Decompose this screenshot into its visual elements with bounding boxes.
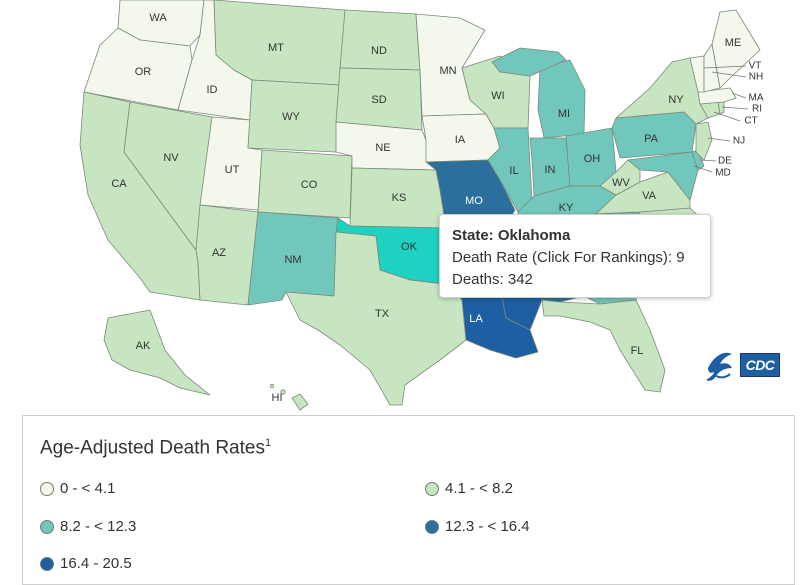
label-ma: MA bbox=[749, 93, 764, 104]
legend-item-3[interactable]: 12.3 - < 16.4 bbox=[425, 518, 530, 535]
legend-item-1[interactable]: 4.1 - < 8.2 bbox=[425, 480, 513, 497]
tooltip-title: State: Oklahoma bbox=[452, 227, 571, 244]
state-tooltip: State: Oklahoma Death Rate (Click For Ra… bbox=[439, 214, 711, 298]
legend-panel: Age-Adjusted Death Rates1 0 - < 4.1 4.1 … bbox=[22, 415, 795, 585]
state-nm[interactable] bbox=[247, 211, 339, 306]
state-pa[interactable] bbox=[611, 111, 697, 159]
state-ia[interactable] bbox=[421, 113, 501, 163]
state-co[interactable] bbox=[257, 149, 353, 219]
state-nd[interactable] bbox=[339, 9, 421, 71]
legend-label-3: 12.3 - < 16.4 bbox=[445, 518, 530, 535]
state-hi-island[interactable] bbox=[280, 389, 286, 395]
cdc-wordmark: CDC bbox=[740, 353, 780, 377]
label-nj: NJ bbox=[733, 136, 745, 147]
legend-title-text: Age-Adjusted Death Rates bbox=[40, 437, 265, 459]
legend-item-2[interactable]: 8.2 - < 12.3 bbox=[40, 518, 136, 535]
cdc-logo: CDC bbox=[704, 346, 782, 386]
legend-swatch-0 bbox=[40, 481, 54, 496]
state-fl[interactable] bbox=[541, 299, 666, 393]
label-de: DE bbox=[718, 156, 732, 167]
state-mi-upper[interactable] bbox=[491, 47, 567, 77]
legend-swatch-1 bbox=[425, 481, 439, 496]
state-wy[interactable] bbox=[247, 79, 341, 153]
label-ct: CT bbox=[744, 116, 757, 127]
cdc-text: CDC bbox=[745, 357, 775, 373]
state-sd[interactable] bbox=[335, 67, 423, 131]
label-nh: NH bbox=[749, 72, 763, 83]
map-svg: WA OR CA ID NV UT AZ MT WY CO NM ND SD N… bbox=[79, 0, 764, 411]
state-nj[interactable] bbox=[695, 121, 713, 161]
tooltip-deaths-line: Deaths: 342 bbox=[452, 271, 533, 288]
hhs-eagle-icon bbox=[706, 352, 732, 381]
legend-footnote: 1 bbox=[264, 437, 272, 449]
legend-title: Age-Adjusted Death Rates1 bbox=[40, 437, 271, 459]
state-ak[interactable] bbox=[103, 309, 211, 396]
legend-label-1: 4.1 - < 8.2 bbox=[445, 480, 513, 497]
us-choropleth-map: WA OR CA ID NV UT AZ MT WY CO NM ND SD N… bbox=[79, 0, 782, 411]
state-tx[interactable] bbox=[285, 231, 467, 406]
state-ks[interactable] bbox=[349, 167, 447, 229]
legend-label-4: 16.4 - 20.5 bbox=[60, 555, 132, 572]
state-hi-island-2[interactable] bbox=[269, 383, 275, 389]
state-oh[interactable] bbox=[565, 127, 617, 187]
legend-item-4[interactable]: 16.4 - 20.5 bbox=[40, 555, 132, 572]
tooltip-rate-line: Death Rate (Click For Rankings): 9 bbox=[452, 249, 685, 266]
legend-swatch-3 bbox=[425, 519, 439, 534]
legend-label-2: 8.2 - < 12.3 bbox=[60, 518, 137, 535]
legend-swatch-2 bbox=[40, 519, 54, 534]
label-hi: HI bbox=[272, 392, 283, 404]
legend-label-0: 0 - < 4.1 bbox=[60, 480, 116, 497]
leader-lines bbox=[693, 65, 749, 173]
state-hi[interactable] bbox=[291, 393, 309, 411]
label-md: MD bbox=[715, 168, 731, 179]
state-ma[interactable] bbox=[697, 87, 737, 105]
legend-item-0[interactable]: 0 - < 4.1 bbox=[40, 480, 115, 497]
state-mi[interactable] bbox=[537, 59, 586, 139]
label-vt: VT bbox=[749, 61, 762, 72]
legend-swatch-4 bbox=[40, 556, 54, 571]
state-az[interactable] bbox=[195, 204, 259, 306]
state-me[interactable] bbox=[711, 9, 761, 89]
label-ri: RI bbox=[752, 104, 762, 115]
state-il[interactable] bbox=[487, 127, 533, 213]
